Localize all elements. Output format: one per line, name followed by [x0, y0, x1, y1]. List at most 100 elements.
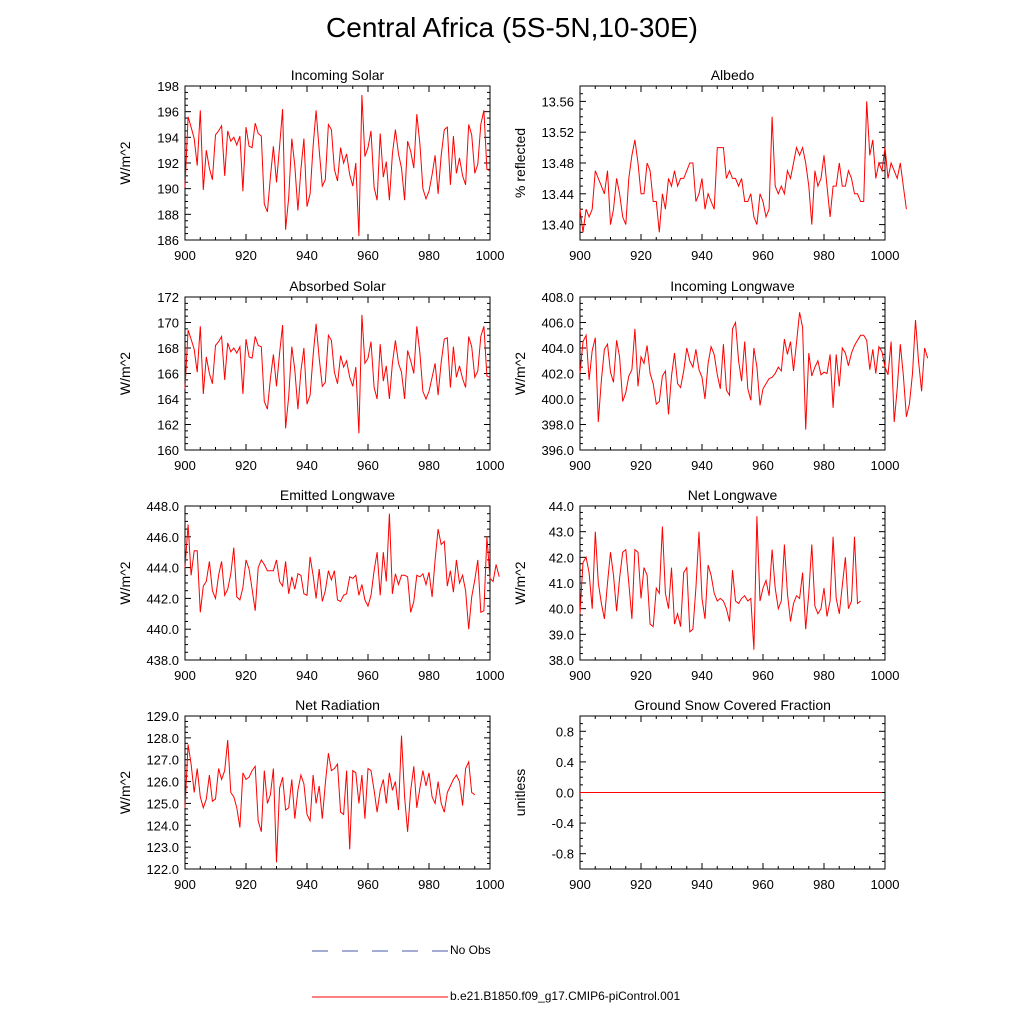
x-tick-label: 1000 — [871, 668, 900, 683]
y-tick-label: 448.0 — [146, 499, 179, 514]
figure-title: Central Africa (5S-5N,10-30E) — [326, 12, 698, 43]
panel-5: Net Longwave W/m^2 900 920 940 960 980 1000 38.0… — [512, 487, 899, 683]
x-tick-label: 920 — [235, 668, 257, 683]
plot-frame — [184, 296, 491, 451]
x-tick-label: 940 — [691, 248, 713, 263]
x-tick-label: 980 — [813, 248, 835, 263]
legend-model: b.e21.B1850.f09_g17.CMIP6-piControl.001 — [310, 988, 910, 1008]
y-tick-label: -0.4 — [552, 816, 574, 831]
panel-title: Albedo — [711, 67, 755, 83]
x-tick-label: 920 — [630, 248, 652, 263]
y-tick-label: 402.0 — [541, 367, 574, 382]
y-tick-label: 0.0 — [556, 786, 574, 801]
series-line — [184, 735, 476, 863]
y-tick-label: 40.0 — [549, 602, 574, 617]
x-tick-label: 980 — [418, 248, 440, 263]
plot-frame — [579, 505, 886, 661]
x-tick-label: 1000 — [871, 248, 900, 263]
x-tick-label: 940 — [296, 668, 318, 683]
y-axis-label: W/m^2 — [117, 561, 133, 604]
legend-obs-label: No Obs — [450, 943, 491, 957]
x-tick-label: 960 — [357, 248, 379, 263]
x-tick-label: 900 — [569, 458, 591, 473]
x-tick-label: 960 — [357, 668, 379, 683]
y-tick-label: 44.0 — [549, 499, 574, 514]
x-tick-label: 920 — [235, 248, 257, 263]
plot-frame — [184, 85, 491, 241]
y-tick-label: 125.0 — [146, 796, 179, 811]
y-axis-label: W/m^2 — [512, 561, 528, 604]
panel-4: Emitted Longwave W/m^2 900 920 940 960 980 1000… — [117, 487, 504, 683]
x-tick-label: 900 — [569, 668, 591, 683]
y-tick-label: 0.8 — [556, 724, 574, 739]
y-tick-label: 444.0 — [146, 561, 179, 576]
x-tick-label: 900 — [174, 458, 196, 473]
x-tick-label: 960 — [357, 877, 379, 892]
panel-title: Absorbed Solar — [289, 278, 386, 294]
panel-title: Net Longwave — [688, 487, 778, 503]
y-axis-label: W/m^2 — [512, 352, 528, 395]
y-tick-label: 442.0 — [146, 591, 179, 606]
legend-obs: No Obs — [310, 942, 910, 962]
x-tick-label: 900 — [174, 668, 196, 683]
y-tick-label: 438.0 — [146, 653, 179, 668]
panel-title: Emitted Longwave — [280, 487, 395, 503]
plot-frame — [184, 505, 491, 661]
y-tick-label: 190 — [157, 182, 179, 197]
y-axis-label: W/m^2 — [117, 771, 133, 814]
x-tick-label: 980 — [418, 668, 440, 683]
y-tick-label: 122.0 — [146, 862, 179, 877]
y-tick-label: 404.0 — [541, 341, 574, 356]
y-tick-label: 38.0 — [549, 653, 574, 668]
panel-6: Net Radiation W/m^2 900 920 940 960 980 1000 122… — [117, 697, 504, 892]
y-tick-label: 172 — [157, 290, 179, 305]
y-axis-label: unitless — [512, 769, 528, 816]
x-tick-label: 1000 — [871, 458, 900, 473]
x-tick-label: 940 — [691, 668, 713, 683]
series-line — [184, 513, 500, 630]
x-tick-label: 920 — [630, 458, 652, 473]
legend-model-line — [312, 996, 448, 998]
x-tick-label: 980 — [813, 458, 835, 473]
y-tick-label: 127.0 — [146, 753, 179, 768]
x-tick-label: 900 — [174, 877, 196, 892]
y-tick-label: 160 — [157, 443, 179, 458]
y-tick-label: 13.48 — [541, 156, 574, 171]
y-tick-label: 164 — [157, 392, 179, 407]
y-tick-label: 123.0 — [146, 840, 179, 855]
y-tick-label: 128.0 — [146, 731, 179, 746]
y-tick-label: 194 — [157, 130, 179, 145]
x-tick-label: 980 — [813, 877, 835, 892]
x-tick-label: 1000 — [476, 668, 505, 683]
x-tick-label: 1000 — [871, 877, 900, 892]
x-tick-label: 940 — [296, 877, 318, 892]
y-tick-label: 13.44 — [541, 187, 574, 202]
x-tick-label: 900 — [174, 248, 196, 263]
y-tick-label: 42.0 — [549, 550, 574, 565]
y-axis-label: W/m^2 — [117, 352, 133, 395]
y-tick-label: 406.0 — [541, 316, 574, 331]
y-tick-label: -0.8 — [552, 847, 574, 862]
x-tick-label: 940 — [691, 458, 713, 473]
y-tick-label: 126.0 — [146, 775, 179, 790]
y-tick-label: 39.0 — [549, 627, 574, 642]
panel-1: Albedo % reflected 900 920 940 960 980 1000 13.4… — [512, 67, 907, 263]
y-tick-label: 196 — [157, 105, 179, 120]
y-tick-label: 192 — [157, 156, 179, 171]
series-line — [579, 312, 929, 430]
x-tick-label: 980 — [418, 877, 440, 892]
y-tick-label: 13.52 — [541, 125, 574, 140]
x-tick-label: 920 — [235, 877, 257, 892]
plot-frame — [579, 296, 886, 451]
x-tick-label: 900 — [569, 248, 591, 263]
x-tick-label: 900 — [569, 877, 591, 892]
y-tick-label: 13.40 — [541, 218, 574, 233]
y-tick-label: 396.0 — [541, 443, 574, 458]
x-tick-label: 960 — [752, 668, 774, 683]
series-line — [184, 94, 491, 237]
panel-3: Incoming Longwave W/m^2 900 920 940 960 980 100… — [512, 278, 929, 473]
y-axis-label: W/m^2 — [117, 141, 133, 184]
x-tick-label: 940 — [296, 248, 318, 263]
legend-model-label: b.e21.B1850.f09_g17.CMIP6-piControl.001 — [450, 989, 681, 1003]
y-tick-label: 13.56 — [541, 94, 574, 109]
